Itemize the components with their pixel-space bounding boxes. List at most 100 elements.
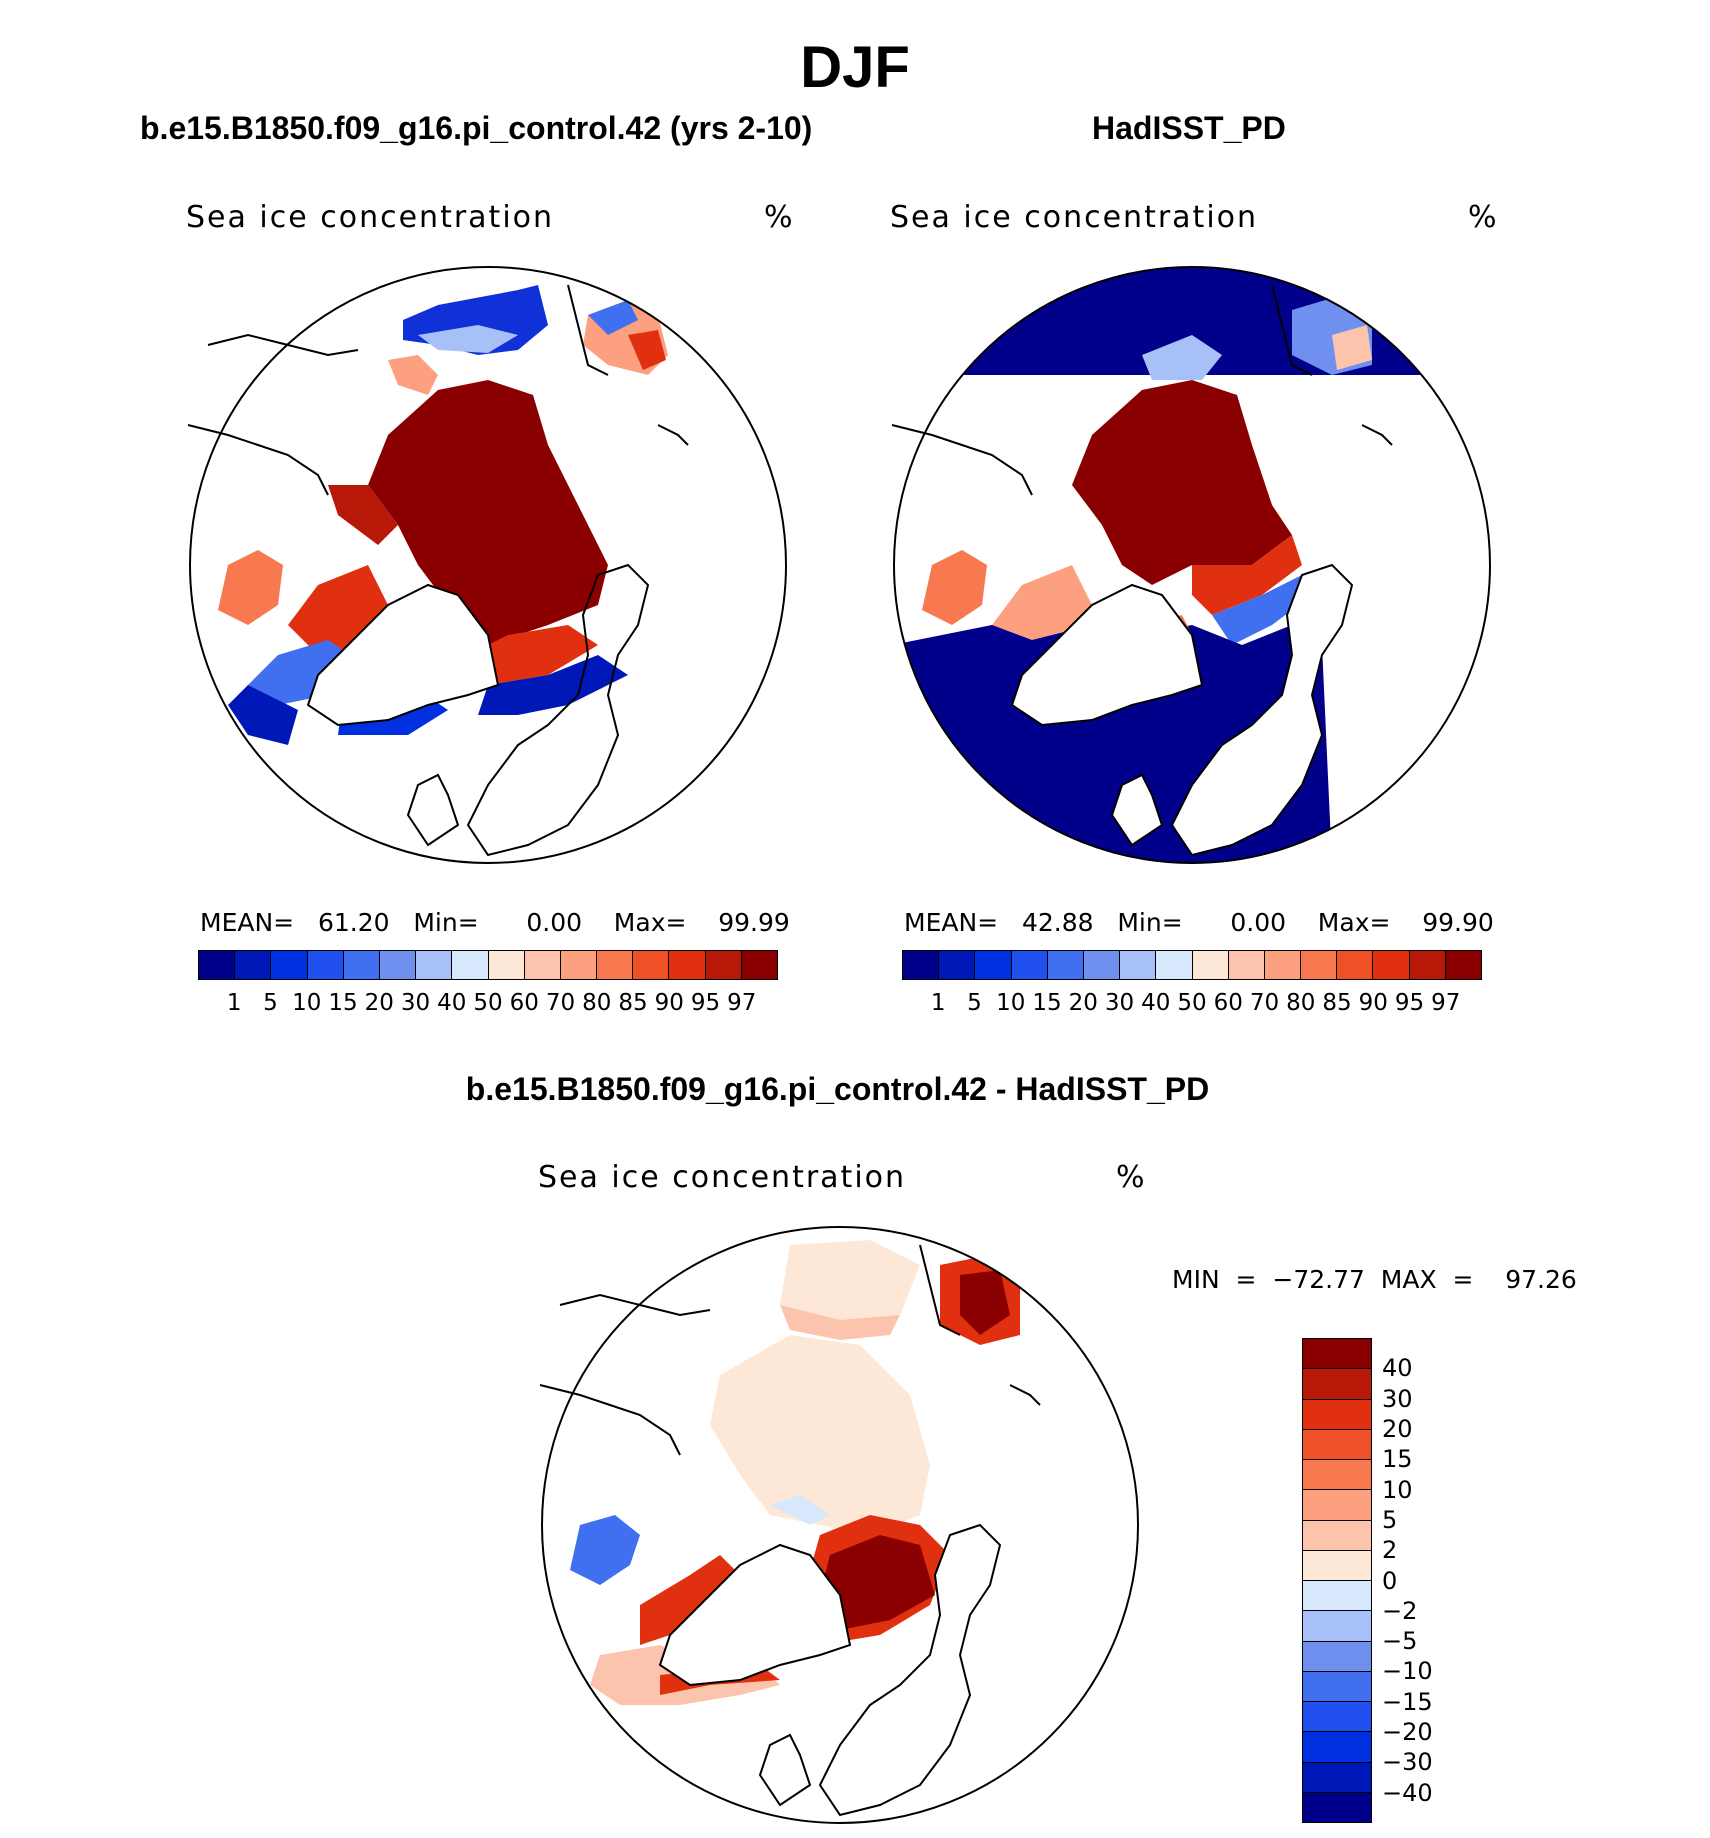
colorbar-model-tick-label: 95 xyxy=(690,990,721,1016)
panel-title-obs: HadISST_PD xyxy=(1092,110,1286,146)
colorbar-obs-labels: 1 5 10 15 20 30 40 50 60 70 80 85 90 95 97 xyxy=(902,990,1482,1020)
colorbar-model-swatch xyxy=(235,951,272,979)
colorbar-obs-tick-label: 20 xyxy=(1068,990,1098,1016)
colorbar-obs-swatch xyxy=(1264,951,1302,979)
colorbar-model-swatch xyxy=(597,951,634,979)
figure-title: DJF xyxy=(800,35,910,100)
units-label-diff: % xyxy=(1116,1160,1147,1195)
colorbar-obs-tick-label: 50 xyxy=(1177,990,1207,1016)
colorbar-model-swatch xyxy=(669,951,706,979)
colorbar-obs xyxy=(902,950,1482,980)
colorbar-difference-swatch xyxy=(1303,1339,1371,1370)
colorbar-obs-swatch xyxy=(903,951,940,979)
colorbar-model-tick-label: 60 xyxy=(509,990,539,1016)
stats-diff: MIN = −72.77 MAX = 97.26 xyxy=(1172,1265,1577,1294)
colorbar-difference-swatch xyxy=(1303,1671,1371,1702)
colorbar-difference-tick-label: 20 xyxy=(1382,1414,1413,1443)
colorbar-difference-tick-label: −20 xyxy=(1382,1718,1433,1747)
colorbar-difference-swatch xyxy=(1303,1429,1371,1460)
colorbar-model-tick-label: 30 xyxy=(400,990,431,1016)
colorbar-obs-tick-label: 30 xyxy=(1104,990,1135,1016)
colorbar-model-swatch xyxy=(488,951,525,979)
colorbar-difference-swatch xyxy=(1303,1611,1371,1642)
colorbar-obs-swatch xyxy=(1228,951,1265,979)
panel-title-model: b.e15.B1850.f09_g16.pi_control.42 (yrs 2… xyxy=(140,110,813,146)
colorbar-difference-swatch xyxy=(1303,1369,1371,1400)
colorbar-model-swatch xyxy=(560,951,598,979)
colorbar-obs-tick-label: 15 xyxy=(1032,990,1062,1016)
colorbar-obs-tick-label: 95 xyxy=(1394,990,1425,1016)
colorbar-model-tick-label: 1 xyxy=(226,990,242,1016)
colorbar-difference-tick-label: −40 xyxy=(1382,1778,1433,1807)
colorbar-model-swatch xyxy=(741,951,777,979)
colorbar-difference-tick-label: −2 xyxy=(1382,1596,1418,1625)
colorbar-difference-swatch xyxy=(1303,1641,1371,1672)
colorbar-difference-swatch xyxy=(1303,1550,1371,1581)
colorbar-difference-swatch xyxy=(1303,1762,1371,1793)
colorbar-obs-swatch xyxy=(1192,951,1229,979)
colorbar-obs-swatch xyxy=(1337,951,1374,979)
polar-map-difference xyxy=(539,1226,1139,1824)
colorbar-difference-tick-label: 40 xyxy=(1382,1354,1413,1383)
colorbar-model-tick-label: 85 xyxy=(618,990,648,1016)
polar-map-obs xyxy=(891,266,1491,864)
colorbar-model-tick-label: 80 xyxy=(582,990,612,1016)
colorbar-model-swatch xyxy=(416,951,453,979)
colorbar-obs-tick-label: 97 xyxy=(1431,990,1461,1016)
colorbar-obs-swatch xyxy=(1011,951,1048,979)
colorbar-difference-swatch xyxy=(1303,1581,1371,1612)
colorbar-obs-tick-label: 10 xyxy=(996,990,1026,1016)
colorbar-difference-swatch xyxy=(1303,1399,1371,1430)
colorbar-model-tick-label: 5 xyxy=(263,990,278,1016)
colorbar-model-tick-label: 70 xyxy=(545,990,576,1016)
colorbar-model xyxy=(198,950,778,980)
colorbar-difference-tick-label: 10 xyxy=(1382,1475,1413,1504)
stats-model: MEAN= 61.20 Min= 0.00 Max= 99.99 xyxy=(200,908,790,937)
colorbar-obs-tick-label: 70 xyxy=(1249,990,1280,1016)
colorbar-obs-swatch xyxy=(1083,951,1121,979)
colorbar-model-tick-label: 97 xyxy=(727,990,757,1016)
variable-label-diff: Sea ice concentration xyxy=(538,1160,907,1195)
colorbar-model-swatch xyxy=(307,951,344,979)
colorbar-difference-tick-label: 15 xyxy=(1382,1445,1413,1474)
colorbar-obs-tick-label: 80 xyxy=(1286,990,1316,1016)
units-label-model: % xyxy=(764,200,795,235)
colorbar-model-tick-label: 50 xyxy=(473,990,503,1016)
units-label-obs: % xyxy=(1468,200,1499,235)
colorbar-obs-swatch xyxy=(1156,951,1193,979)
colorbar-model-tick-label: 10 xyxy=(292,990,322,1016)
colorbar-model-tick-label: 15 xyxy=(328,990,358,1016)
colorbar-model-swatch xyxy=(524,951,561,979)
colorbar-model-swatch xyxy=(633,951,670,979)
colorbar-difference-swatch xyxy=(1303,1792,1371,1822)
colorbar-model-tick-label: 20 xyxy=(364,990,394,1016)
colorbar-model-swatch xyxy=(705,951,742,979)
colorbar-difference-tick-label: −15 xyxy=(1382,1687,1433,1716)
colorbar-obs-swatch xyxy=(1409,951,1446,979)
colorbar-difference-swatch xyxy=(1303,1490,1371,1521)
colorbar-difference-tick-label: 5 xyxy=(1382,1505,1398,1534)
colorbar-difference-swatch xyxy=(1303,1732,1371,1763)
colorbar-obs-swatch xyxy=(1047,951,1084,979)
colorbar-obs-tick-label: 40 xyxy=(1141,990,1171,1016)
colorbar-model-swatch xyxy=(343,951,380,979)
colorbar-difference-labels: 40 30 20 15 10 5 2 0 −2 −5 −10 −15 −20 −30 −40 xyxy=(1382,1338,1482,1823)
colorbar-difference-tick-label: 0 xyxy=(1382,1566,1398,1595)
colorbar-difference-tick-label: 2 xyxy=(1382,1536,1398,1565)
colorbar-model-swatch xyxy=(379,951,417,979)
colorbar-obs-tick-label: 1 xyxy=(930,990,946,1016)
colorbar-difference-swatch xyxy=(1303,1520,1371,1551)
colorbar-obs-swatch xyxy=(1445,951,1481,979)
colorbar-obs-swatch xyxy=(939,951,976,979)
colorbar-obs-swatch xyxy=(1120,951,1157,979)
polar-map-model xyxy=(187,266,787,864)
colorbar-difference-tick-label: 30 xyxy=(1382,1384,1413,1413)
colorbar-obs-tick-label: 5 xyxy=(967,990,982,1016)
colorbar-difference-swatch xyxy=(1303,1702,1371,1733)
colorbar-model-labels: 1 5 10 15 20 30 40 50 60 70 80 85 90 95 97 xyxy=(198,990,778,1020)
stats-obs: MEAN= 42.88 Min= 0.00 Max= 99.90 xyxy=(904,908,1494,937)
colorbar-obs-tick-label: 85 xyxy=(1322,990,1352,1016)
colorbar-model-tick-label: 90 xyxy=(654,990,684,1016)
colorbar-model-tick-label: 40 xyxy=(437,990,467,1016)
colorbar-model-swatch xyxy=(271,951,308,979)
